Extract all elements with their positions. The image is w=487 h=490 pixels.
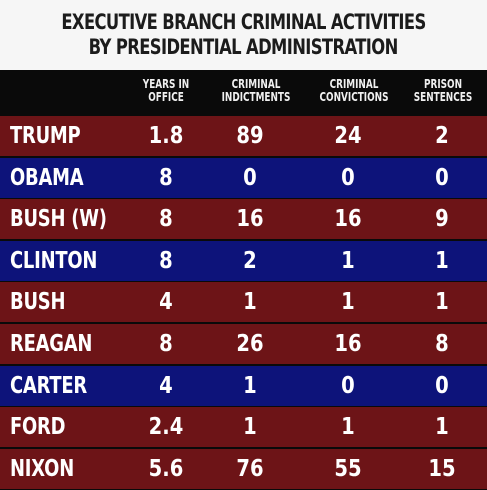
- column-header-sentences-line1: PRISON: [423, 77, 463, 91]
- table-row: NIXON 5.6 76 55 15: [0, 448, 487, 489]
- sentences-value: 8: [435, 330, 449, 357]
- column-header-indictments-line2: INDICTMENTS: [221, 90, 291, 104]
- column-header-convictions-line1: CRIMINAL: [329, 77, 379, 91]
- president-name: NIXON: [10, 455, 74, 482]
- convictions-value: 1: [341, 289, 355, 316]
- years-in-office-value: 8: [159, 330, 173, 357]
- convictions-value: 1: [341, 414, 355, 441]
- indictments-value: 89: [236, 123, 264, 149]
- convictions-value: 16: [334, 330, 362, 357]
- sentences-value: 9: [435, 206, 449, 233]
- title-line-1: EXECUTIVE BRANCH CRIMINAL ACTIVITIES: [61, 10, 426, 34]
- president-name: CARTER: [10, 372, 87, 399]
- table-row: CARTER 4 1 0 0: [0, 365, 487, 406]
- convictions-value: 1: [341, 247, 355, 274]
- column-header-convictions: CRIMINAL CONVICTIONS: [318, 78, 389, 104]
- sentences-value: 0: [435, 372, 449, 399]
- indictments-value: 1: [243, 414, 257, 441]
- convictions-value: 0: [341, 372, 355, 399]
- table-row: BUSH (W) 8 16 16 9: [0, 199, 487, 240]
- president-name: BUSH: [10, 289, 66, 316]
- years-in-office-value: 2.4: [148, 414, 184, 441]
- column-header-years-line1: YEARS IN: [142, 77, 190, 91]
- years-in-office-value: 8: [159, 164, 173, 191]
- table-row: OBAMA 8 0 0 0: [0, 157, 487, 198]
- years-in-office-value: 5.6: [148, 455, 184, 482]
- indictments-value: 76: [236, 455, 264, 482]
- column-header-convictions-line2: CONVICTIONS: [319, 90, 389, 104]
- sentences-value: 0: [435, 164, 449, 191]
- column-header-indictments: CRIMINAL INDICTMENTS: [220, 78, 291, 104]
- president-name: CLINTON: [10, 247, 98, 274]
- sentences-value: 2: [435, 123, 449, 149]
- table-body: TRUMP 1.8 89 24 2 OBAMA 8 0 0 0 BUSH (W)…: [0, 116, 487, 490]
- column-header-indictments-line1: CRIMINAL: [231, 77, 281, 91]
- sentences-value: 15: [428, 455, 456, 482]
- column-header-row: YEARS IN OFFICE CRIMINAL INDICTMENTS CRI…: [0, 70, 487, 116]
- column-header-sentences-line2: SENTENCES: [413, 90, 473, 104]
- years-in-office-value: 1.8: [148, 123, 184, 149]
- indictments-value: 26: [236, 330, 264, 357]
- years-in-office-value: 8: [159, 206, 173, 233]
- years-in-office-value: 4: [159, 289, 173, 316]
- president-name: TRUMP: [10, 123, 81, 149]
- convictions-value: 55: [334, 455, 362, 482]
- table-row: REAGAN 8 26 16 8: [0, 323, 487, 364]
- president-name: OBAMA: [10, 164, 84, 191]
- president-name: FORD: [10, 414, 66, 441]
- president-name: REAGAN: [10, 330, 93, 357]
- sentences-value: 1: [435, 247, 449, 274]
- indictments-value: 0: [243, 164, 257, 191]
- convictions-value: 24: [334, 123, 362, 149]
- indictments-value: 1: [243, 289, 257, 316]
- indictments-value: 16: [236, 206, 264, 233]
- title-block: EXECUTIVE BRANCH CRIMINAL ACTIVITIES BY …: [0, 0, 487, 70]
- table-row: FORD 2.4 1 1 1: [0, 407, 487, 448]
- indictments-value: 2: [243, 247, 257, 274]
- years-in-office-value: 4: [159, 372, 173, 399]
- president-name: BUSH (W): [10, 206, 107, 233]
- convictions-value: 0: [341, 164, 355, 191]
- indictments-value: 1: [243, 372, 257, 399]
- years-in-office-value: 8: [159, 247, 173, 274]
- sentences-value: 1: [435, 289, 449, 316]
- column-header-sentences: PRISON SENTENCES: [410, 78, 477, 104]
- table-row: BUSH 4 1 1 1: [0, 282, 487, 323]
- sentences-value: 1: [435, 414, 449, 441]
- column-header-years-line2: OFFICE: [148, 90, 184, 104]
- title-line-2: BY PRESIDENTIAL ADMINISTRATION: [88, 35, 399, 59]
- convictions-value: 16: [334, 206, 362, 233]
- table-row: TRUMP 1.8 89 24 2: [0, 116, 487, 156]
- column-header-years: YEARS IN OFFICE: [136, 78, 195, 104]
- table-row: CLINTON 8 2 1 1: [0, 240, 487, 281]
